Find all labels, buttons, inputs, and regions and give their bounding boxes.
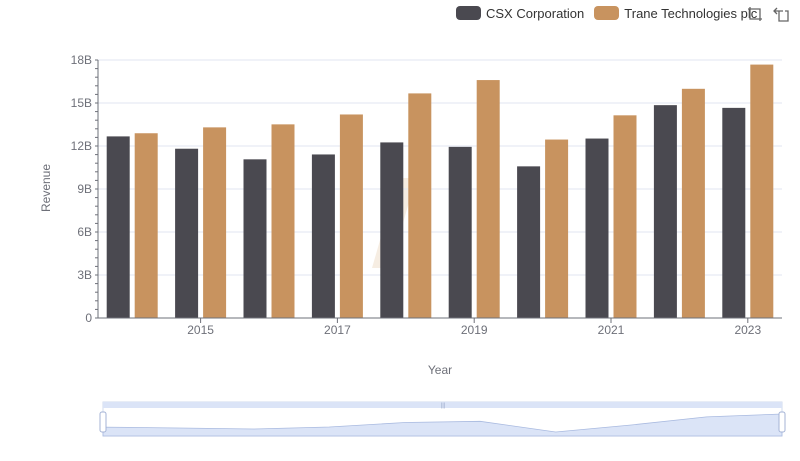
legend-label-csx: CSX Corporation (486, 5, 585, 21)
y-tick-label: 9B (77, 182, 92, 196)
y-tick-label: 3B (77, 268, 92, 282)
bar-trane[interactable] (339, 114, 363, 318)
x-tick-label: 2021 (598, 323, 625, 337)
bar-csx[interactable] (380, 142, 404, 318)
bar-trane[interactable] (613, 115, 637, 319)
zoom-grip-icon[interactable]: ||| (441, 403, 446, 409)
legend-swatch-trane (594, 6, 620, 20)
y-tick-label: 18B (71, 53, 92, 67)
legend-item-csx[interactable]: CSX Corporation (456, 6, 584, 21)
bar-trane[interactable] (476, 80, 500, 318)
zoom-preview-area (102, 413, 783, 437)
x-tick-label: 2015 (187, 323, 214, 337)
bar-csx[interactable] (722, 107, 746, 318)
zoom-top-bar[interactable] (103, 402, 782, 408)
bar-trane[interactable] (271, 124, 295, 319)
legend-label-trane: Trane Technologies plc (624, 5, 758, 21)
x-axis-title: Year (427, 363, 453, 377)
y-tick-label: 15B (71, 96, 92, 110)
y-tick-label: 12B (71, 139, 92, 153)
y-tick-label: 0 (85, 311, 92, 325)
zoom-icon[interactable] (747, 6, 763, 22)
bar-csx[interactable] (106, 136, 130, 318)
bar-csx[interactable] (517, 166, 541, 318)
toolbox (747, 6, 799, 22)
data-zoom-slider[interactable]: ||| (99, 401, 786, 437)
x-tick-label: 2023 (734, 323, 761, 337)
legend-item-trane[interactable]: Trane Technologies plc (594, 6, 757, 21)
y-axis: 0 3B 6B 9B 12B 15B 18B (71, 53, 99, 325)
legend-swatch-csx (456, 6, 481, 20)
bar-trane[interactable] (203, 127, 227, 318)
bar-series (106, 64, 774, 319)
bar-csx[interactable] (175, 148, 199, 318)
legend: CSX Corporation Trane Technologies plc (456, 4, 767, 22)
restore-icon[interactable] (773, 6, 789, 22)
x-tick-label: 2019 (461, 323, 488, 337)
bar-csx[interactable] (243, 159, 267, 318)
bar-csx[interactable] (585, 138, 609, 318)
bar-trane[interactable] (408, 93, 432, 318)
x-axis: 2015 2017 2019 2021 2023 (98, 317, 782, 337)
bar-csx[interactable] (311, 154, 335, 318)
zoom-handle-left[interactable] (99, 411, 107, 433)
bar-trane[interactable] (681, 88, 705, 318)
bar-csx[interactable] (448, 146, 472, 318)
bar-trane[interactable] (545, 139, 569, 318)
bar-trane[interactable] (134, 133, 158, 318)
bar-trane[interactable] (750, 64, 774, 318)
grid-lines (98, 59, 782, 319)
bar-csx[interactable] (653, 105, 677, 319)
zoom-handle-right[interactable] (778, 411, 786, 433)
y-tick-label: 6B (77, 225, 92, 239)
x-tick-label: 2017 (324, 323, 351, 337)
